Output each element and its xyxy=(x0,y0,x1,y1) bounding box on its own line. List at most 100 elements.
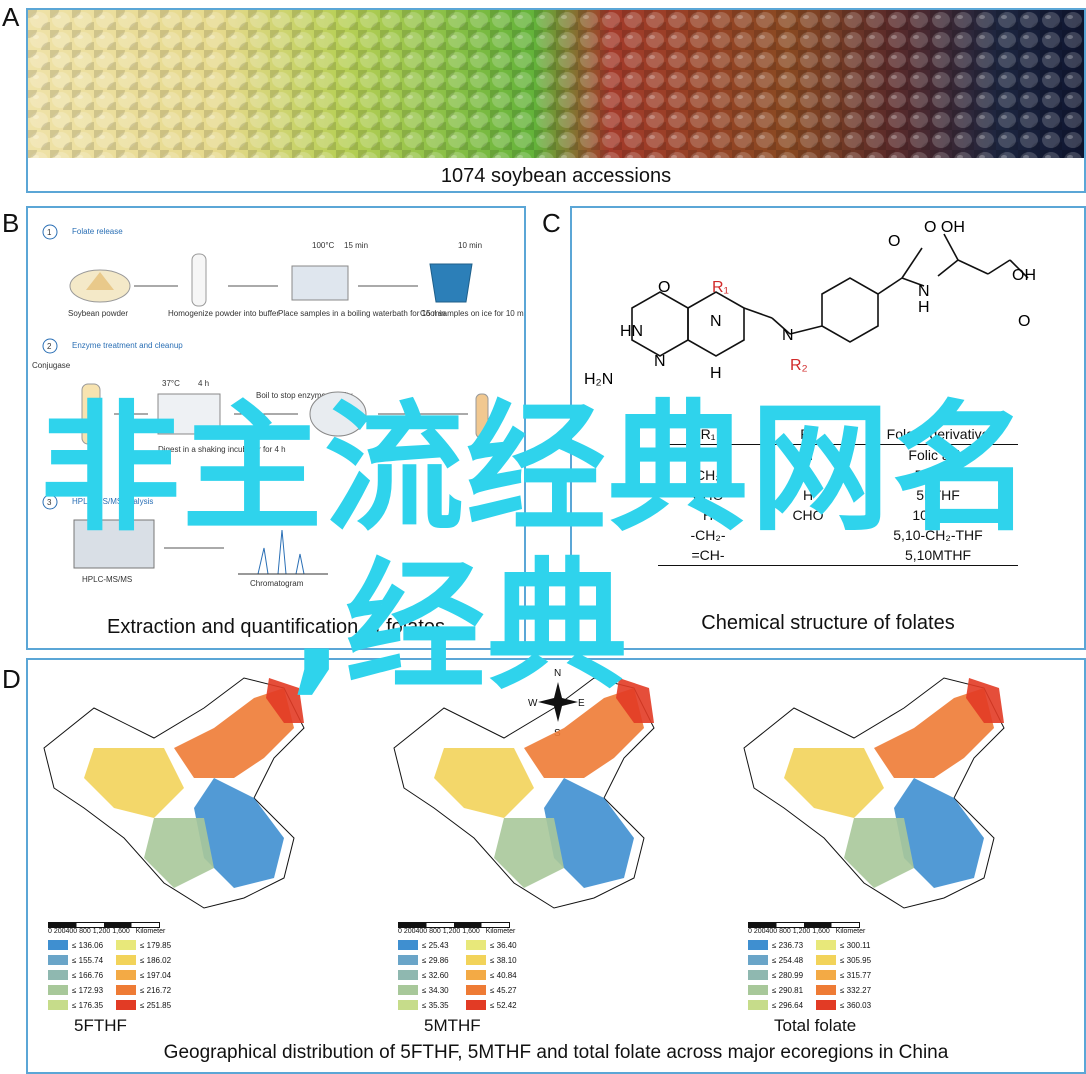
legend-entry: ≤ 300.11 xyxy=(816,940,871,950)
legend-entry: ≤ 40.84 xyxy=(466,970,517,980)
legend-entry: ≤ 197.04 xyxy=(116,970,171,980)
legend-label: ≤ 315.77 xyxy=(840,970,872,980)
legend-entry: ≤ 305.95 xyxy=(816,955,871,965)
legend-entry: ≤ 332.27 xyxy=(816,985,871,995)
waterbath-icon xyxy=(291,265,349,301)
folate-table-header: R₁ R₂ Folate derivative xyxy=(658,424,1018,445)
ecoregion-area xyxy=(174,688,294,778)
legend-entry: ≤ 236.73 xyxy=(748,940,803,950)
ecoregion-area xyxy=(894,778,984,888)
legend-label: ≤ 29.86 xyxy=(422,955,449,965)
map-title: 5MTHF xyxy=(424,1016,481,1035)
time-3: 4 h xyxy=(198,379,209,388)
panel-b-caption: Extraction and quantification of folates xyxy=(107,616,445,638)
folate-table-cell: 10FTHF xyxy=(912,507,964,523)
incubator-icon xyxy=(157,393,221,435)
digest-label: Digest in a shaking incubator for 4 h xyxy=(158,445,286,454)
legend-label: ≤ 300.11 xyxy=(840,940,871,950)
legend-swatch xyxy=(398,955,418,965)
enzyme-tube-icon xyxy=(81,383,101,445)
panel-d-caption: Geographical distribution of 5FTHF, 5MTH… xyxy=(163,1042,949,1063)
legend-label: ≤ 52.42 xyxy=(490,1000,517,1010)
legend-swatch xyxy=(466,955,486,965)
legend-entry: ≤ 290.81 xyxy=(748,985,803,995)
homogenize-label: Homogenize powder into buffer xyxy=(168,309,279,318)
folate-table-cell: H xyxy=(802,467,814,483)
folate-table-cell: -CH₂- xyxy=(690,527,726,543)
legend-entry: ≤ 360.03 xyxy=(816,1000,871,1010)
china-map-2 xyxy=(393,677,655,909)
watermark-line-2: ,经典 xyxy=(290,546,630,709)
legend-label: ≤ 176.35 xyxy=(72,1000,104,1010)
folate-table-row: =CH- 5,10MTHF xyxy=(658,545,1018,566)
legend-entry: ≤ 155.74 xyxy=(48,955,103,965)
soybean-powder-label: Soybean powder xyxy=(68,309,128,318)
legend-swatch xyxy=(466,985,486,995)
folate-table-cell: H xyxy=(702,447,714,463)
step-1-title: Folate release xyxy=(72,227,123,236)
legend-label: ≤ 32.60 xyxy=(422,970,449,980)
legend-swatch xyxy=(48,940,68,950)
map-1: 0 200400 800 1,200 1,600 Kilometer ≤ 136.0… xyxy=(34,668,354,1038)
legend-swatch xyxy=(116,970,136,980)
header-derivative: Folate derivative xyxy=(886,426,990,442)
legend-label: ≤ 251.85 xyxy=(140,1000,172,1010)
soybean-photo xyxy=(28,10,1084,158)
scale-unit: Kilometer xyxy=(135,928,166,935)
temp-1: 100°C xyxy=(312,241,335,250)
ecoregion-area xyxy=(144,818,214,888)
legend-label: ≤ 45.27 xyxy=(490,985,517,995)
time-2: 10 min xyxy=(458,241,482,250)
atom-n10: N xyxy=(782,327,794,344)
map-title: Total folate xyxy=(774,1016,857,1035)
folate-table-cell: CHO xyxy=(692,487,724,503)
folate-table-cell: =CH- xyxy=(691,547,725,563)
legend-swatch xyxy=(116,1000,136,1010)
legend-swatch xyxy=(748,970,768,980)
ecoregion-area xyxy=(784,748,884,818)
legend-label: ≤ 136.06 xyxy=(72,940,104,950)
panel-d-label: D xyxy=(2,664,21,694)
step-1-number: 1 xyxy=(47,228,52,237)
folate-table-row: H H Folic acid xyxy=(658,445,1018,465)
legend-swatch xyxy=(748,940,768,950)
legend-label: ≤ 34.30 xyxy=(422,985,449,995)
scale-unit: Kilometer xyxy=(485,928,516,935)
hplc-ms-label: HPLC-MS/MS xyxy=(82,575,132,584)
step-2-badge xyxy=(42,338,58,354)
china-outline xyxy=(43,677,305,909)
step-3-number: 3 xyxy=(47,498,52,507)
atom-o2: O xyxy=(888,233,900,250)
legend-label: ≤ 155.74 xyxy=(72,955,104,965)
folate-table-cell: Folic acid xyxy=(908,447,968,463)
atom-n1: N xyxy=(654,353,666,370)
legend-entry: ≤ 136.06 xyxy=(48,940,103,950)
atom-h3: H xyxy=(918,299,930,316)
legend-label: ≤ 40.84 xyxy=(490,970,517,980)
legend-label: ≤ 280.99 xyxy=(772,970,804,980)
legend-label: ≤ 172.93 xyxy=(72,985,104,995)
panel-a-label: A xyxy=(2,2,20,32)
legend-entry: ≤ 29.86 xyxy=(398,955,449,965)
legend-swatch xyxy=(466,940,486,950)
map-title: 5FTHF xyxy=(74,1016,127,1035)
ecoregion-area xyxy=(544,778,634,888)
legend-entry: ≤ 254.48 xyxy=(748,955,803,965)
folate-table: R₁ R₂ Folate derivative H H Folic acid CH₃ H… xyxy=(658,424,1018,566)
china-map-3 xyxy=(743,677,1005,909)
compass-e: E xyxy=(578,698,585,709)
panel-d: N W E S 0 200400 800 1,200 1,600Kilomete… xyxy=(26,658,1086,1074)
compass-star-icon xyxy=(538,682,578,722)
panel-c-caption: Chemical structure of folates xyxy=(701,612,955,634)
legend-entry: ≤ 38.10 xyxy=(466,955,517,965)
step-2-number: 2 xyxy=(47,342,52,351)
china-outline xyxy=(393,677,655,909)
atom-h2n: H₂N xyxy=(584,371,613,388)
scale-bar: 0 200400 800 1,200 1,600 Kilometer xyxy=(748,922,865,935)
vial-icon xyxy=(475,393,489,439)
atom-o1: O xyxy=(658,279,670,296)
china-map-1 xyxy=(43,677,305,909)
legend-entry: ≤ 216.72 xyxy=(116,985,171,995)
atom-cooh1: O OH xyxy=(924,219,965,236)
legend-swatch xyxy=(748,955,768,965)
